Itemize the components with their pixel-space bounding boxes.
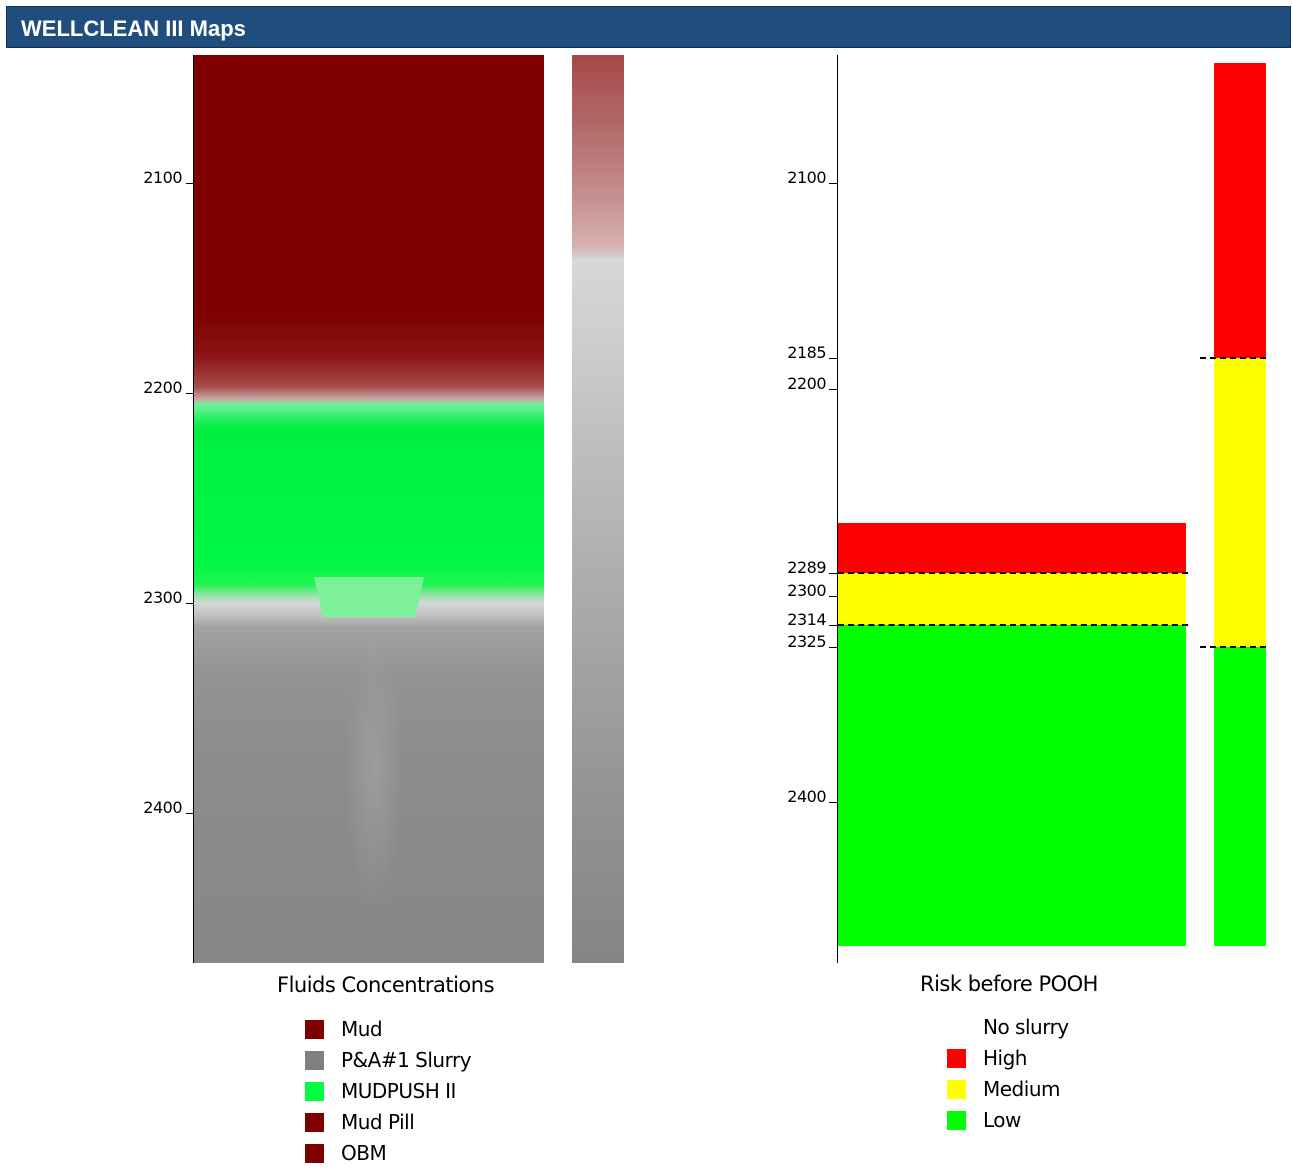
right-y-axis <box>837 55 838 963</box>
fluids-legend-swatch <box>305 1082 324 1101</box>
left-y-tick <box>186 183 194 184</box>
fluids-legend-label: OBM <box>341 1141 387 1165</box>
risk-column-medium-band <box>838 572 1186 625</box>
right-y-tick-label: 2100 <box>787 168 826 187</box>
risk-side-column-high-band <box>1214 63 1266 359</box>
right-y-tick <box>829 183 837 184</box>
left-y-tick-label: 2300 <box>143 588 182 607</box>
left-y-tick-label: 2200 <box>143 378 182 397</box>
fluids-concentration-map <box>194 55 544 963</box>
risk-legend-label: Low <box>983 1108 1021 1132</box>
concentration-scale-bar <box>572 55 624 963</box>
risk-column-high-band <box>838 523 1186 573</box>
left-y-axis <box>193 55 194 963</box>
window-title: WELLCLEAN III Maps <box>21 16 246 41</box>
fluids-legend-item: OBM <box>305 1141 505 1167</box>
fluids-legend-label: Mud <box>341 1017 383 1041</box>
risk-boundary-dashed-line <box>1200 357 1266 360</box>
left-y-tick <box>186 813 194 814</box>
risk-column-low-band <box>838 624 1186 947</box>
risk-legend-label: No slurry <box>983 1015 1069 1039</box>
fluids-legend-swatch <box>305 1051 324 1070</box>
fluids-legend-swatch <box>305 1020 324 1039</box>
right-y-tick <box>829 802 837 803</box>
right-y-tick-label: 2300 <box>787 580 826 600</box>
risk-boundary-dashed-line <box>1200 646 1266 649</box>
fluids-legend-item: MUDPUSH II <box>305 1079 505 1105</box>
right-y-tick-label: 2400 <box>787 787 826 806</box>
right-y-tick-label: 2200 <box>787 374 826 394</box>
right-y-tick <box>829 647 837 649</box>
fluids-legend-swatch <box>305 1144 324 1163</box>
risk-before-pooh-caption: Risk before POOH <box>920 972 1098 996</box>
right-y-tick-label: 2289 <box>787 557 826 577</box>
left-y-tick-label: 2100 <box>143 168 182 187</box>
risk-legend-swatch <box>947 1049 966 1068</box>
left-y-tick <box>186 393 194 394</box>
fluids-concentrations-caption: Fluids Concentrations <box>277 973 495 997</box>
risk-legend-swatch <box>947 1111 966 1130</box>
risk-legend-item: Low <box>947 1108 1147 1134</box>
right-y-tick <box>829 595 837 597</box>
fluids-legend-label: Mud Pill <box>341 1110 415 1134</box>
fluids-legend-swatch <box>305 1113 324 1132</box>
risk-legend-swatch <box>947 1080 966 1099</box>
window-title-bar: WELLCLEAN III Maps <box>6 6 1291 48</box>
risk-legend-label: High <box>983 1046 1027 1070</box>
fluids-legend-label: P&A#1 Slurry <box>341 1048 472 1072</box>
left-y-tick <box>186 603 194 604</box>
risk-side-column-low-band <box>1214 647 1266 947</box>
risk-boundary-dashed-line <box>838 571 1188 574</box>
right-y-tick <box>829 358 837 360</box>
risk-legend-label: Medium <box>983 1077 1060 1101</box>
risk-side-column-medium-band <box>1214 358 1266 648</box>
risk-legend-item: High <box>947 1046 1147 1072</box>
risk-legend-item: No slurry <box>947 1015 1147 1041</box>
right-y-tick-label: 2314 <box>787 609 826 629</box>
fluids-legend-item: Mud Pill <box>305 1110 505 1136</box>
right-y-tick-label: 2325 <box>787 632 826 652</box>
risk-legend-item: Medium <box>947 1077 1147 1103</box>
risk-boundary-dashed-line <box>838 623 1188 626</box>
fluids-legend-item: Mud <box>305 1017 505 1043</box>
left-y-tick-label: 2400 <box>143 798 182 817</box>
right-y-tick <box>829 389 837 391</box>
fluids-legend-label: MUDPUSH II <box>341 1079 456 1103</box>
slurry-plume-artifact <box>344 630 404 910</box>
fluids-legend-item: P&A#1 Slurry <box>305 1048 505 1074</box>
mudpush-channel-artifact <box>314 577 424 617</box>
right-y-tick <box>829 572 837 574</box>
right-y-tick-label: 2185 <box>787 343 826 363</box>
right-y-tick <box>829 624 837 626</box>
